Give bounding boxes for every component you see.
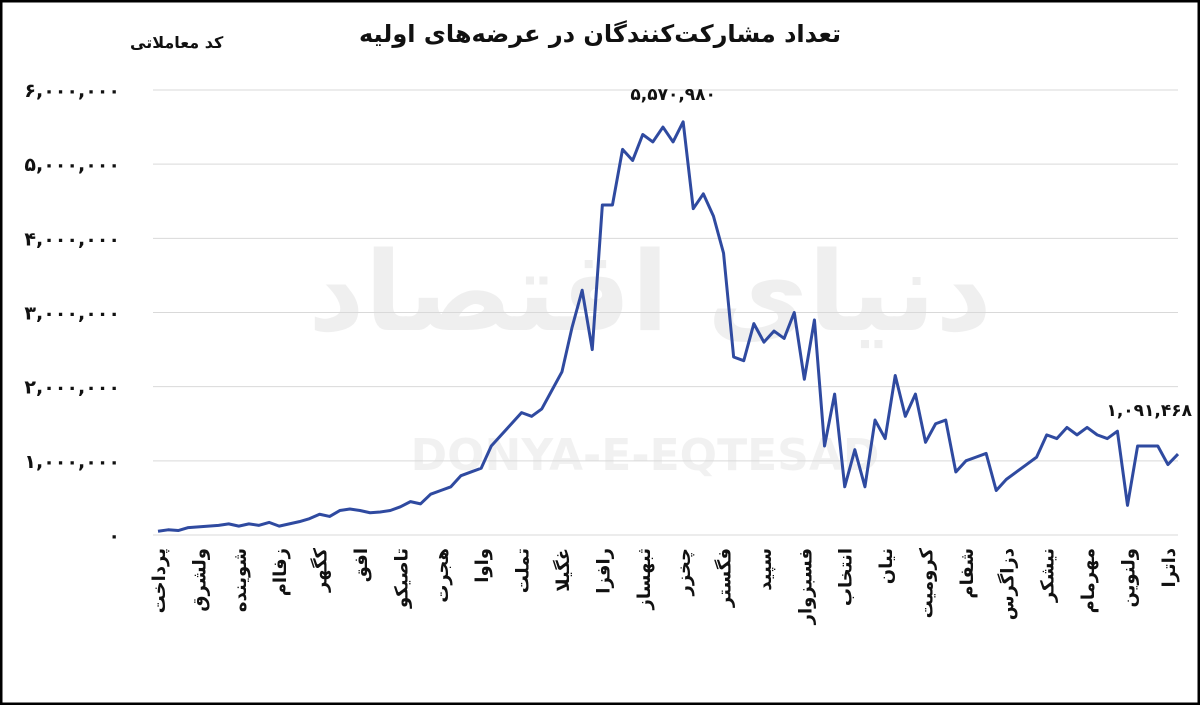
x-tick-label: زفاام xyxy=(270,548,291,596)
watermark: دنیای اقتصاد xyxy=(308,228,992,356)
line xyxy=(157,120,1180,533)
x-tick-label: کرومیت xyxy=(917,547,938,618)
x-tick-label: تملت xyxy=(513,548,534,593)
data-label: ۱,۰۹۱,۴۶۸ xyxy=(1106,401,1192,421)
y-tick-label: ۰ xyxy=(108,525,120,547)
x-tick-label: فگستر xyxy=(714,548,736,608)
x-tick-label: سپید xyxy=(755,548,776,591)
x-tick-label: شفام xyxy=(957,548,978,599)
x-tick-label: هجرت xyxy=(432,548,453,603)
y-tick-label: ۵,۰۰۰,۰۰۰ xyxy=(24,154,120,176)
chart-title: تعداد مشارکت‌کنندگان در عرضه‌های اولیه xyxy=(359,20,841,48)
y-tick-label: ۲,۰۰۰,۰۰۰ xyxy=(24,377,120,399)
axis-label: کد معاملاتی xyxy=(130,33,224,52)
x-tick-label: نیان xyxy=(876,548,897,584)
x-tick-label: ولشرق xyxy=(189,548,210,612)
x-tick-label: رافزا xyxy=(593,548,614,594)
x-tick-label: دزاگرس xyxy=(996,548,1018,620)
y-tick-label: ۳,۰۰۰,۰۰۰ xyxy=(24,303,120,325)
y-tick-label: ۶,۰۰۰,۰۰۰ xyxy=(24,80,120,102)
x-tick-label: نیشکر xyxy=(1038,548,1059,603)
x-tick-label: غگیلا xyxy=(552,548,574,592)
x-tick-label: داترا xyxy=(1159,548,1180,588)
x-tick-label: انتخاب xyxy=(836,548,857,606)
data-label: ۵,۵۷۰,۹۸۰ xyxy=(630,85,716,105)
watermark: DONYA-E-EQTESAD xyxy=(411,430,880,481)
x-tick-label: ولنوین xyxy=(1119,548,1140,608)
x-tick-label: تاصیکو xyxy=(391,548,412,609)
x-tick-label: چخزر xyxy=(674,548,695,597)
x-tick-label: پرداخت xyxy=(149,548,170,613)
x-tick-label: واوا xyxy=(472,548,493,583)
y-tick-label: ۱,۰۰۰,۰۰۰ xyxy=(24,451,120,473)
x-tick-label: افق xyxy=(351,548,372,582)
y-tick-label: ۴,۰۰۰,۰۰۰ xyxy=(24,228,120,250)
x-tick-label: مهرمام xyxy=(1078,548,1099,613)
x-tick-label: ثبهساز xyxy=(634,548,655,610)
x-tick-label: فسبزوار xyxy=(795,548,816,625)
x-tick-label: کگهر xyxy=(310,547,332,593)
x-tick-label: شوینده xyxy=(230,548,251,612)
